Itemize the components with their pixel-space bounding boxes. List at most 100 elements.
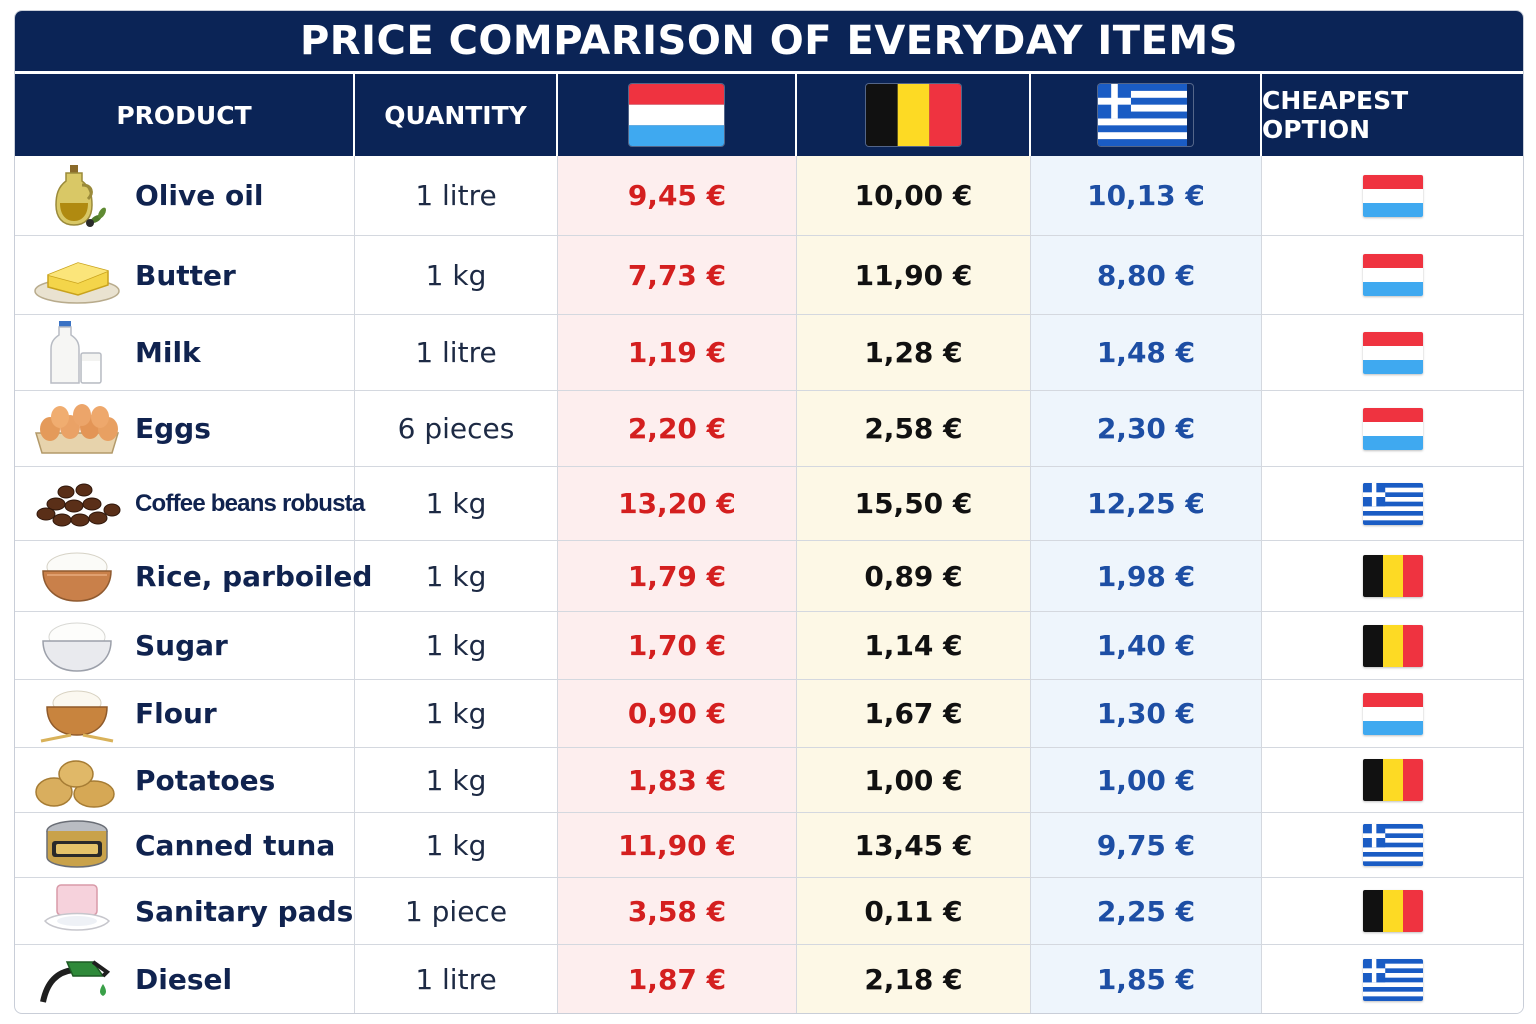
price-luxembourg: 1,87 €: [558, 945, 797, 1013]
fuel-nozzle-icon: [29, 948, 125, 1012]
product-cell: Potatoes: [15, 748, 355, 812]
butter-icon: [29, 243, 125, 307]
price-greece: 10,13 €: [1031, 156, 1262, 235]
table-row: Potatoes 1 kg 1,83 €1,00 €1,00 €: [15, 748, 1523, 813]
table-row: Butter 1 kg 7,73 €11,90 €8,80 €: [15, 236, 1523, 315]
sugar-icon: [29, 614, 125, 678]
table-row: Flour 1 kg 0,90 €1,67 €1,30 €: [15, 680, 1523, 748]
header-luxembourg: [558, 74, 797, 156]
product-cell: Olive oil: [15, 156, 355, 235]
quantity-cell: 1 kg: [355, 680, 558, 747]
header-greece: [1031, 74, 1262, 156]
quantity-cell: 1 kg: [355, 813, 558, 877]
price-belgium: 2,58 €: [797, 391, 1031, 466]
price-luxembourg: 2,20 €: [558, 391, 797, 466]
price-greece: 1,30 €: [1031, 680, 1262, 747]
cheapest-option-cell: [1262, 391, 1523, 466]
product-name: Olive oil: [135, 179, 264, 212]
price-belgium: 1,28 €: [797, 315, 1031, 390]
price-table: PRICE COMPARISON OF EVERYDAY ITEMS PRODU…: [14, 10, 1524, 1014]
cheapest-option-cell: [1262, 541, 1523, 611]
sanitary-pads-icon: [29, 879, 125, 943]
product-cell: Diesel: [15, 945, 355, 1013]
greece-flag-icon: [1362, 958, 1423, 1001]
price-belgium: 1,00 €: [797, 748, 1031, 812]
price-luxembourg: 9,45 €: [558, 156, 797, 235]
greece-flag-icon: [1098, 84, 1193, 146]
cheapest-option-cell: [1262, 612, 1523, 679]
potatoes-icon: [29, 748, 125, 812]
product-cell: Eggs: [15, 391, 355, 466]
luxembourg-flag-icon: [1362, 407, 1423, 450]
quantity-cell: 1 kg: [355, 236, 558, 314]
table-row: Canned tuna 1 kg 11,90 €13,45 €9,75 €: [15, 813, 1523, 878]
table-title: PRICE COMPARISON OF EVERYDAY ITEMS: [15, 11, 1523, 71]
price-belgium: 15,50 €: [797, 467, 1031, 540]
product-name: Sanitary pads: [135, 894, 354, 928]
price-luxembourg: 0,90 €: [558, 680, 797, 747]
product-name: Sugar: [135, 629, 228, 662]
price-luxembourg: 3,58 €: [558, 878, 797, 944]
cheapest-option-cell: [1262, 748, 1523, 812]
canned-tuna-icon: [29, 813, 125, 877]
rice-icon: [29, 544, 125, 608]
price-greece: 2,30 €: [1031, 391, 1262, 466]
product-name: Butter: [135, 258, 236, 292]
belgium-flag-icon: [1362, 759, 1423, 801]
header-belgium: [797, 74, 1031, 156]
price-belgium: 0,89 €: [797, 541, 1031, 611]
cheapest-option-cell: [1262, 878, 1523, 944]
price-luxembourg: 1,70 €: [558, 612, 797, 679]
product-cell: Sanitary pads: [15, 878, 355, 944]
product-name: Canned tuna: [135, 828, 336, 862]
quantity-cell: 1 kg: [355, 612, 558, 679]
header-cheapest-option: CHEAPEST OPTION: [1262, 86, 1409, 144]
header-product: PRODUCT: [15, 74, 355, 156]
header-row: PRODUCT QUANTITY: [15, 74, 1523, 156]
luxembourg-flag-icon: [1362, 254, 1423, 296]
product-cell: Rice, parboiled: [15, 541, 372, 611]
cheapest-option-cell: [1262, 945, 1523, 1013]
price-luxembourg: 1,79 €: [558, 541, 797, 611]
belgium-flag-icon: [1362, 890, 1423, 932]
price-greece: 1,85 €: [1031, 945, 1262, 1013]
price-luxembourg: 7,73 €: [558, 236, 797, 314]
quantity-cell: 1 kg: [355, 467, 558, 540]
flour-icon: [29, 682, 125, 746]
belgium-flag-icon: [1362, 555, 1423, 597]
product-name: Coffee beans robusta: [135, 489, 365, 517]
olive-oil-icon: [29, 164, 125, 228]
quantity-cell: 1 litre: [355, 156, 558, 235]
belgium-flag-icon: [1362, 624, 1423, 667]
price-greece: 2,25 €: [1031, 878, 1262, 944]
table-row: Sanitary pads 1 piece 3,58 €0,11 €2,25 €: [15, 878, 1523, 945]
greece-flag-icon: [1362, 824, 1423, 866]
quantity-cell: 1 kg: [355, 748, 558, 812]
luxembourg-flag-icon: [629, 84, 724, 146]
product-name: Diesel: [135, 963, 233, 996]
table-body: Olive oil 1 litre 9,45 €10,00 €10,13 € Butt…: [15, 156, 1523, 1013]
price-greece: 9,75 €: [1031, 813, 1262, 877]
product-cell: Flour: [15, 680, 355, 747]
price-belgium: 10,00 €: [797, 156, 1031, 235]
price-greece: 1,98 €: [1031, 541, 1262, 611]
price-greece: 8,80 €: [1031, 236, 1262, 314]
table-row: Milk 1 litre 1,19 €1,28 €1,48 €: [15, 315, 1523, 391]
luxembourg-flag-icon: [1362, 174, 1423, 217]
quantity-cell: 1 piece: [355, 878, 558, 944]
milk-icon: [29, 320, 125, 385]
price-luxembourg: 1,19 €: [558, 315, 797, 390]
table-row: Rice, parboiled 1 kg 1,79 €0,89 €1,98 €: [15, 541, 1523, 612]
price-belgium: 11,90 €: [797, 236, 1031, 314]
price-greece: 12,25 €: [1031, 467, 1262, 540]
cheapest-option-cell: [1262, 236, 1523, 314]
cheapest-option-cell: [1262, 467, 1523, 540]
table-row: Eggs 6 pieces 2,20 €2,58 €2,30 €: [15, 391, 1523, 467]
eggs-icon: [29, 397, 125, 461]
quantity-cell: 1 litre: [355, 315, 558, 390]
price-belgium: 1,67 €: [797, 680, 1031, 747]
product-name: Flour: [135, 697, 217, 730]
luxembourg-flag-icon: [1362, 331, 1423, 374]
product-name: Rice, parboiled: [135, 559, 373, 593]
table-row: Sugar 1 kg 1,70 €1,14 €1,40 €: [15, 612, 1523, 680]
